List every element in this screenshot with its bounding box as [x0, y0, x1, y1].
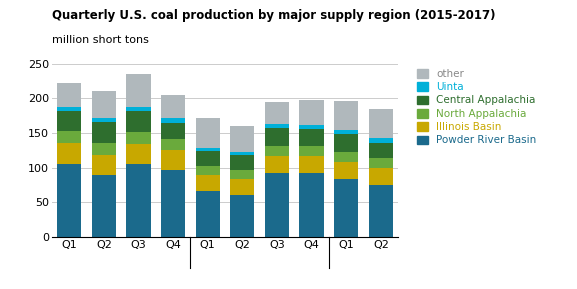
Bar	[57, 143, 81, 164]
Bar	[230, 155, 254, 171]
Bar	[92, 143, 116, 155]
Bar	[265, 102, 289, 124]
Bar	[334, 134, 358, 152]
Bar	[265, 146, 289, 156]
Bar	[230, 152, 254, 155]
Bar	[92, 118, 116, 122]
Bar	[196, 190, 220, 237]
Bar	[265, 156, 289, 173]
Bar	[126, 107, 151, 112]
Bar	[369, 168, 393, 185]
Text: million short tons: million short tons	[52, 35, 149, 45]
Bar	[265, 124, 289, 128]
Bar	[334, 130, 358, 134]
Bar	[92, 175, 116, 237]
Bar	[299, 146, 324, 156]
Bar	[57, 83, 81, 107]
Bar	[161, 170, 185, 237]
Legend: other, Uinta, Central Appalachia, North Appalachia, Illinois Basin, Powder River: other, Uinta, Central Appalachia, North …	[417, 69, 536, 145]
Bar	[369, 138, 393, 143]
Bar	[196, 147, 220, 151]
Bar	[126, 164, 151, 237]
Bar	[230, 179, 254, 195]
Bar	[299, 173, 324, 237]
Bar	[369, 185, 393, 237]
Bar	[161, 118, 185, 123]
Bar	[299, 100, 324, 125]
Bar	[57, 112, 81, 131]
Bar	[334, 162, 358, 179]
Bar	[196, 175, 220, 190]
Bar	[126, 132, 151, 144]
Bar	[161, 150, 185, 170]
Bar	[92, 155, 116, 175]
Bar	[126, 144, 151, 164]
Bar	[334, 179, 358, 237]
Bar	[230, 126, 254, 152]
Bar	[126, 74, 151, 107]
Bar	[265, 173, 289, 237]
Bar	[334, 101, 358, 130]
Bar	[92, 122, 116, 143]
Bar	[369, 143, 393, 158]
Bar	[161, 95, 185, 118]
Text: Quarterly U.S. coal production by major supply region (2015-2017): Quarterly U.S. coal production by major …	[52, 9, 496, 22]
Bar	[92, 91, 116, 118]
Bar	[161, 139, 185, 150]
Bar	[57, 107, 81, 112]
Bar	[265, 128, 289, 146]
Bar	[161, 123, 185, 139]
Bar	[230, 195, 254, 237]
Bar	[299, 129, 324, 146]
Bar	[57, 131, 81, 143]
Bar	[299, 156, 324, 173]
Bar	[126, 112, 151, 132]
Bar	[230, 171, 254, 179]
Bar	[57, 164, 81, 237]
Bar	[369, 158, 393, 168]
Bar	[369, 109, 393, 138]
Bar	[196, 166, 220, 175]
Bar	[299, 125, 324, 129]
Bar	[196, 118, 220, 147]
Bar	[334, 152, 358, 162]
Bar	[196, 151, 220, 166]
